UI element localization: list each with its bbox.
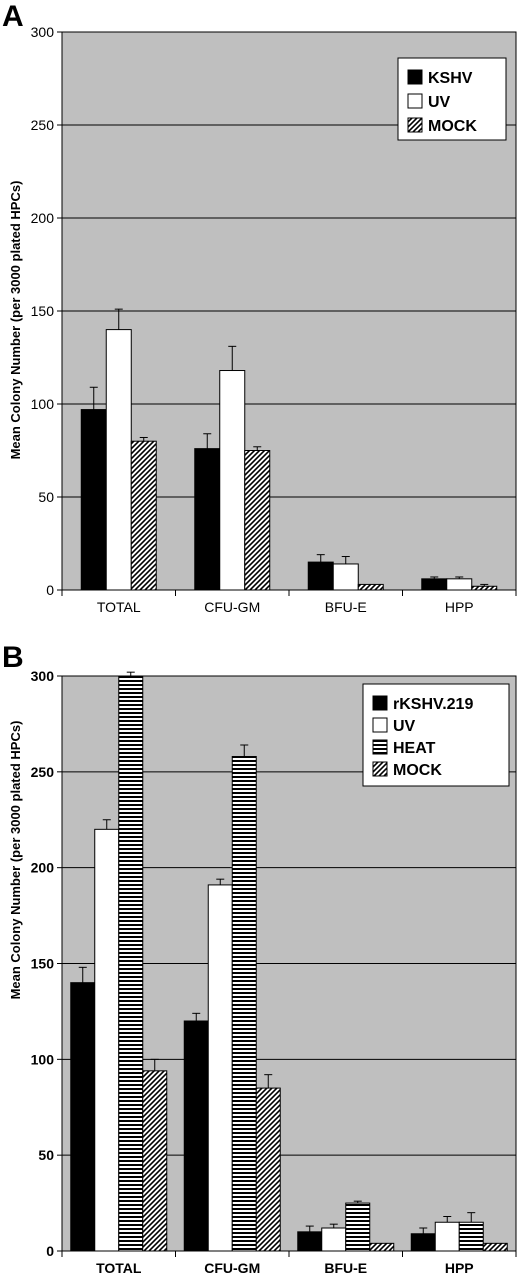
- y-ticks-a: 0 50 100 150 200 250 300: [31, 24, 62, 598]
- x-tick-label: HPP: [445, 1260, 474, 1276]
- y-tick-label: 0: [46, 1243, 54, 1259]
- legend-swatch: [407, 117, 423, 133]
- bars-a: [80, 308, 498, 591]
- y-tick-label: 0: [46, 582, 54, 598]
- bar-uv-total: [94, 828, 120, 1252]
- panel-letter-a: A: [2, 0, 24, 33]
- bar-heat-hpp: [458, 1221, 484, 1252]
- bar-heat-cfu-gm: [231, 756, 257, 1252]
- x-tick-label: CFU-GM: [204, 599, 260, 615]
- x-tick-label: TOTAL: [97, 599, 141, 615]
- legend-swatch: [372, 739, 388, 755]
- bar-uv-cfu-gm: [207, 884, 233, 1252]
- x-tick-labels-a: TOTAL CFU-GM BFU-E HPP: [61, 590, 517, 615]
- bar-kshv-cfu-gm: [194, 448, 221, 591]
- bar-mock-cfu-gm: [244, 450, 271, 591]
- bar-mock-bfu-e: [369, 1242, 395, 1252]
- bar-mock-hpp: [471, 585, 498, 591]
- y-axis-label-b: Mean Colony Number (per 3000 plated HPCs…: [8, 721, 23, 1000]
- bar-mock-hpp: [482, 1242, 508, 1252]
- y-tick-label: 100: [31, 1051, 55, 1067]
- legend-label: MOCK: [428, 118, 477, 135]
- y-tick-label: 50: [38, 1147, 54, 1163]
- x-tick-labels-b: TOTAL CFU-GM BFU-E HPP: [61, 1251, 517, 1276]
- bars-b: [70, 671, 508, 1252]
- legend-label: rKSHV.219: [393, 696, 473, 713]
- y-tick-label: 200: [31, 860, 55, 876]
- bar-uv-hpp: [446, 578, 473, 591]
- panel-b: B Mean Colony Number (per 3000 plated HP…: [2, 641, 517, 1276]
- bar-heat-bfu-e: [345, 1202, 371, 1252]
- y-tick-label: 150: [31, 303, 55, 319]
- bar-rkshv-219-cfu-gm: [183, 1020, 209, 1252]
- legend-b: rKSHV.219 UV HEAT MOCK: [362, 683, 510, 787]
- bar-uv-cfu-gm: [219, 370, 246, 591]
- y-tick-label: 100: [31, 396, 55, 412]
- x-tick-label: HPP: [445, 599, 474, 615]
- y-tick-label: 300: [31, 668, 55, 684]
- bar-uv-hpp: [434, 1221, 460, 1252]
- y-tick-label: 250: [31, 117, 55, 133]
- bar-rkshv-219-total: [70, 982, 96, 1252]
- bar-kshv-hpp: [421, 578, 448, 591]
- legend-label: UV: [393, 718, 416, 735]
- bar-heat-total: [118, 675, 144, 1252]
- bar-rkshv-219-hpp: [410, 1233, 436, 1252]
- y-tick-label: 200: [31, 210, 55, 226]
- x-tick-label: BFU-E: [325, 599, 367, 615]
- bar-rkshv-219-bfu-e: [297, 1231, 323, 1252]
- y-tick-label: 50: [38, 489, 54, 505]
- legend-a: KSHV UV MOCK: [397, 57, 507, 141]
- panel-a: A Mean Colony Number (per 3000 plated HP…: [2, 0, 517, 615]
- bar-kshv-total: [80, 409, 107, 591]
- y-ticks-b: 0 50 100 150 200 250 300: [31, 668, 62, 1259]
- y-tick-label: 150: [31, 956, 55, 972]
- bar-mock-cfu-gm: [255, 1087, 281, 1252]
- legend-swatch: [372, 695, 388, 711]
- panel-letter-b: B: [2, 641, 24, 674]
- bar-mock-total: [130, 440, 157, 591]
- legend-swatch: [372, 717, 388, 733]
- y-tick-label: 250: [31, 764, 55, 780]
- bar-uv-bfu-e: [332, 563, 359, 591]
- bar-kshv-bfu-e: [307, 561, 334, 591]
- y-axis-label-a: Mean Colony Number (per 3000 plated HPCs…: [8, 181, 23, 460]
- legend-label: UV: [428, 94, 451, 111]
- legend-swatch: [407, 93, 423, 109]
- x-tick-label: BFU-E: [324, 1260, 367, 1276]
- bar-uv-bfu-e: [321, 1227, 347, 1252]
- bar-uv-total: [105, 329, 132, 591]
- legend-label: HEAT: [393, 740, 436, 757]
- x-tick-label: CFU-GM: [204, 1260, 260, 1276]
- legend-label: KSHV: [428, 70, 473, 87]
- legend-swatch: [372, 761, 388, 777]
- y-tick-label: 300: [31, 24, 55, 40]
- legend-label: MOCK: [393, 762, 442, 779]
- bar-mock-bfu-e: [357, 583, 384, 591]
- x-tick-label: TOTAL: [96, 1260, 142, 1276]
- bar-mock-total: [142, 1070, 168, 1252]
- legend-swatch: [407, 69, 423, 85]
